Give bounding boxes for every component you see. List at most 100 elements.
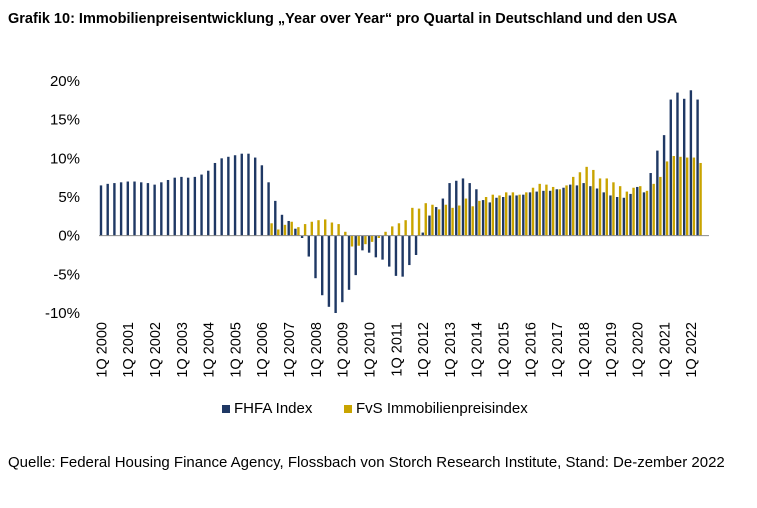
x-tick-label: 1Q 2004 [202,322,218,378]
bar-fhfa [394,235,398,276]
bar-fhfa [274,200,277,236]
bar-fhfa [682,98,686,236]
x-tick-label: 1Q 2008 [309,322,325,378]
bar-fhfa [260,165,264,236]
y-tick-label: 0% [58,228,80,245]
bar-fvs [391,226,394,236]
bar-fvs [437,209,441,236]
bar-fhfa [495,197,498,236]
bar-fhfa [220,158,223,236]
bar-fhfa [582,183,585,236]
legend: FHFA Index FvS Immobilienpreisindex [222,400,528,417]
bar-fhfa [160,182,163,236]
x-tick-label: 1Q 2021 [657,322,673,378]
legend-label-fhfa: FHFA Index [234,400,313,417]
bar-fhfa [240,153,243,236]
legend-swatch-fhfa [222,405,230,413]
x-tick-label: 1Q 2011 [389,322,405,377]
bar-fvs [672,156,675,236]
bar-fhfa [361,235,364,251]
bar-fvs [652,183,655,236]
bar-fvs [350,235,354,247]
bar-fvs [692,157,696,236]
bar-fhfa [615,197,619,236]
bar-fhfa [106,183,109,236]
bar-fhfa [609,195,612,236]
bar-fvs [632,187,635,236]
bar-fhfa [247,153,250,236]
bar-fhfa [99,185,103,236]
bar-fhfa [414,235,418,255]
bar-fhfa [428,215,431,236]
bar-fhfa [227,156,230,236]
bar-fhfa [522,194,525,236]
bar-fvs [290,221,293,236]
bar-fvs [585,166,588,236]
bar-fvs [344,231,347,236]
bar-fhfa [367,235,371,253]
bar-fhfa [636,186,639,236]
bar-fhfa [602,192,605,236]
bar-fvs [612,182,615,236]
bar-fhfa [133,181,136,236]
bar-fhfa [508,195,512,236]
bar-fhfa [153,184,156,236]
bar-fhfa [434,207,438,236]
bar-fvs [518,194,521,236]
bar-fvs [384,231,387,236]
bar-fvs [431,204,434,236]
bar-fvs [605,178,608,236]
bar-fhfa [287,220,290,236]
x-tick-label: 1Q 2012 [416,322,432,378]
bar-fhfa [649,173,652,236]
bar-fvs [471,206,474,236]
bar-fvs [330,222,334,236]
bar-fhfa [341,235,344,303]
bar-fvs [451,207,454,236]
bar-fvs [484,197,488,236]
x-tick-label: 1Q 2016 [523,322,539,378]
bar-fhfa [569,184,572,236]
bar-fhfa [200,174,203,236]
bar-fvs [317,220,320,236]
bar-fvs [645,190,649,236]
y-tick-label: 10% [50,150,80,167]
bar-fvs [297,227,300,236]
bar-fhfa [119,182,123,236]
y-tick-label: 15% [50,112,80,129]
bar-fvs [618,186,622,236]
x-tick-label: 1Q 2001 [121,322,137,378]
bar-fvs [370,235,374,242]
bar-fhfa [126,181,130,236]
bar-fhfa [321,235,324,296]
bar-fhfa [448,183,451,236]
bar-fhfa [408,235,411,266]
bar-fvs [397,223,401,236]
bar-fvs [498,195,501,236]
bar-fvs [277,229,280,236]
x-tick-label: 1Q 2022 [684,322,700,378]
bar-fhfa [347,235,351,290]
bar-fvs [283,224,287,236]
bar-fhfa [455,180,458,236]
bar-fvs [337,224,340,236]
bar-fvs [458,205,461,236]
x-tick-label: 1Q 2009 [336,322,352,378]
bar-fvs [270,223,273,236]
bar-fhfa [662,135,666,236]
bar-fhfa [502,197,505,236]
bar-fhfa [481,200,485,236]
bar-fvs [478,200,481,236]
bar-fvs [357,235,360,246]
y-tick-label: -5% [53,266,80,283]
bar-fhfa [294,228,297,236]
y-tick-label: 20% [50,73,80,90]
bar-fvs [464,198,468,236]
x-tick-label: 1Q 2010 [362,322,378,378]
x-tick-label: 1Q 2006 [255,322,271,378]
bar-fvs [659,176,662,236]
bar-fhfa [146,183,150,236]
bar-fhfa [669,99,672,236]
bar-fhfa [629,193,632,236]
